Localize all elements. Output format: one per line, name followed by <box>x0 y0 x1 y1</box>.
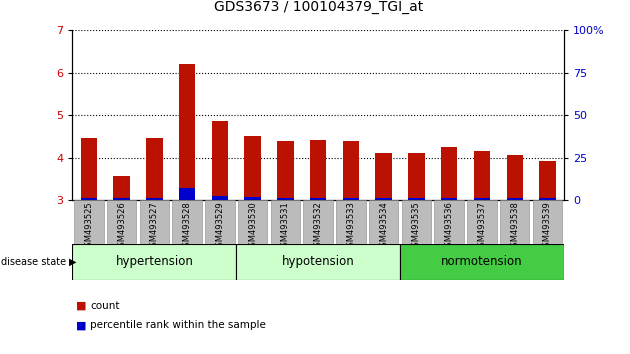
Bar <box>533 200 562 244</box>
Bar <box>375 198 392 200</box>
Text: GSM493532: GSM493532 <box>314 201 323 252</box>
Bar <box>507 198 523 200</box>
Text: ■: ■ <box>76 301 86 311</box>
Bar <box>441 198 457 200</box>
Text: hypertension: hypertension <box>115 256 193 268</box>
Text: GSM493527: GSM493527 <box>150 201 159 252</box>
Bar <box>304 200 333 244</box>
Text: GDS3673 / 100104379_TGI_at: GDS3673 / 100104379_TGI_at <box>214 0 423 14</box>
Bar <box>474 198 490 200</box>
Bar <box>369 200 398 244</box>
Bar <box>146 138 163 200</box>
Bar <box>336 200 365 244</box>
Text: GSM493528: GSM493528 <box>183 201 192 252</box>
Bar <box>74 200 103 244</box>
Text: count: count <box>90 301 120 311</box>
Bar <box>113 176 130 200</box>
Bar <box>343 141 359 200</box>
Bar <box>236 244 400 280</box>
Text: GSM493529: GSM493529 <box>215 201 224 252</box>
Bar <box>238 200 267 244</box>
Bar <box>212 121 228 200</box>
Text: GSM493535: GSM493535 <box>412 201 421 252</box>
Bar <box>173 200 202 244</box>
Text: disease state: disease state <box>1 257 69 267</box>
Text: GSM493533: GSM493533 <box>346 201 355 252</box>
Bar <box>107 200 136 244</box>
Bar <box>113 198 130 200</box>
Bar <box>205 200 234 244</box>
Bar <box>343 198 359 200</box>
Text: GSM493534: GSM493534 <box>379 201 388 252</box>
Bar <box>244 136 261 200</box>
Bar <box>467 200 496 244</box>
Text: GSM493539: GSM493539 <box>543 201 552 252</box>
Text: ■: ■ <box>76 320 86 330</box>
Text: GSM493530: GSM493530 <box>248 201 257 252</box>
Text: ▶: ▶ <box>69 257 77 267</box>
Text: GSM493531: GSM493531 <box>281 201 290 252</box>
Text: GSM493526: GSM493526 <box>117 201 126 252</box>
Bar <box>212 196 228 200</box>
Bar <box>277 141 294 200</box>
Text: GSM493525: GSM493525 <box>84 201 93 252</box>
Bar <box>507 155 523 200</box>
Bar <box>408 153 425 200</box>
Bar <box>146 198 163 200</box>
Bar <box>140 200 169 244</box>
Bar <box>310 140 326 200</box>
Bar <box>81 138 97 200</box>
Text: GSM493537: GSM493537 <box>478 201 486 252</box>
Bar <box>277 198 294 200</box>
Bar <box>441 147 457 200</box>
Text: percentile rank within the sample: percentile rank within the sample <box>90 320 266 330</box>
Bar <box>474 151 490 200</box>
Bar <box>500 200 529 244</box>
Text: GSM493536: GSM493536 <box>445 201 454 252</box>
Bar <box>539 161 556 200</box>
Bar <box>244 196 261 200</box>
Text: normotension: normotension <box>441 256 523 268</box>
Text: hypotension: hypotension <box>282 256 355 268</box>
Bar <box>375 153 392 200</box>
Bar <box>72 244 236 280</box>
Bar <box>408 198 425 200</box>
Bar <box>310 198 326 200</box>
Bar <box>271 200 300 244</box>
Bar <box>179 188 195 200</box>
Bar <box>81 198 97 200</box>
Bar <box>400 244 564 280</box>
Bar <box>402 200 431 244</box>
Bar <box>435 200 464 244</box>
Bar <box>539 198 556 200</box>
Bar <box>179 64 195 200</box>
Text: GSM493538: GSM493538 <box>510 201 519 252</box>
